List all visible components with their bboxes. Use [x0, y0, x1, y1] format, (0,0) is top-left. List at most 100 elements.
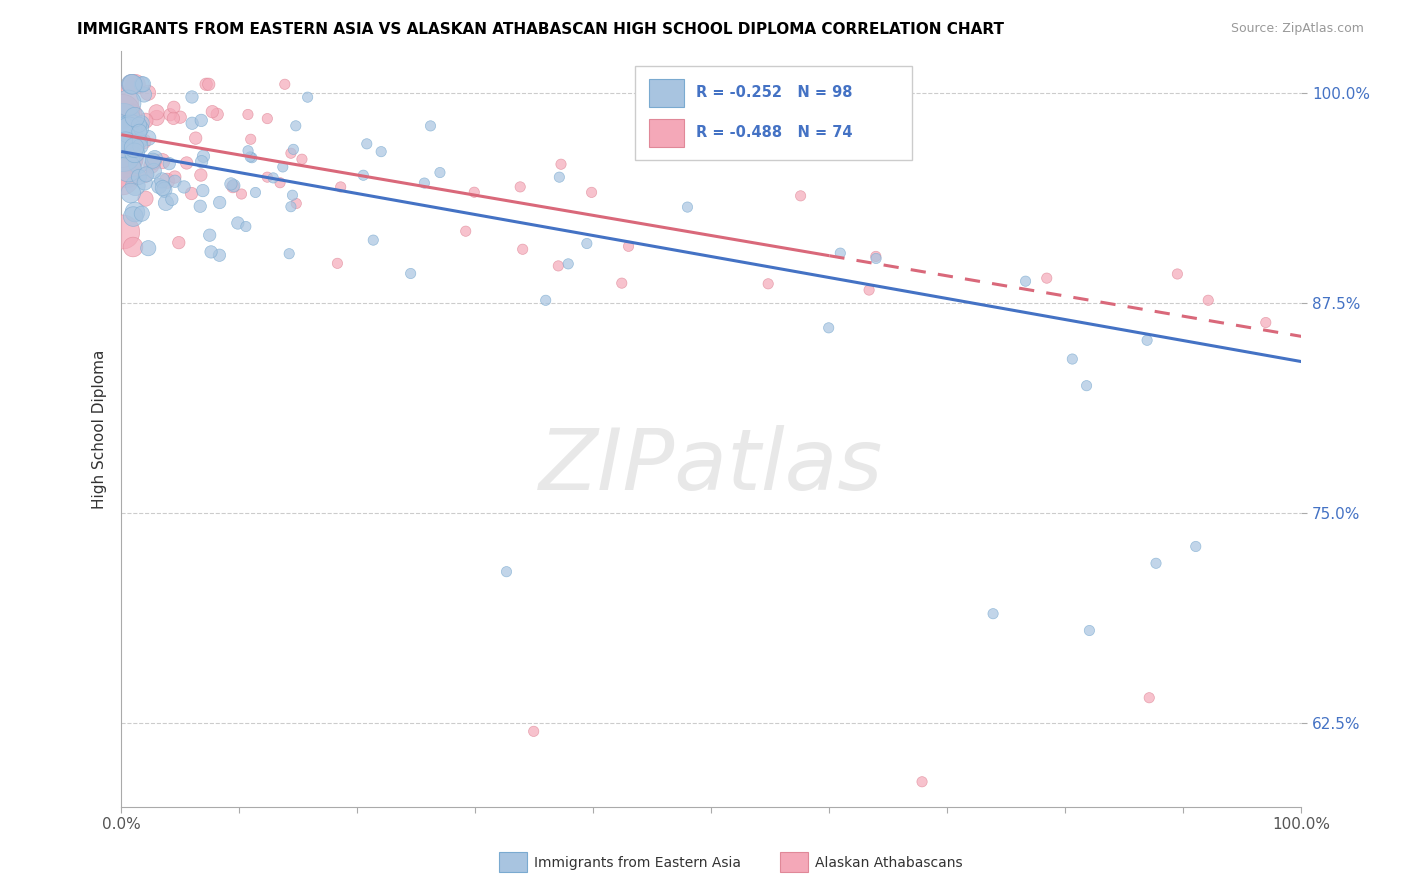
- Point: [122, 210, 145, 224]
- Point: [198, 228, 221, 243]
- Point: [120, 120, 142, 135]
- Point: [356, 136, 378, 151]
- Point: [1014, 274, 1036, 288]
- Point: [121, 77, 143, 91]
- Point: [131, 207, 153, 221]
- Point: [114, 137, 136, 152]
- Y-axis label: High School Diploma: High School Diploma: [93, 349, 107, 508]
- Point: [122, 240, 145, 254]
- Point: [163, 169, 186, 184]
- Point: [245, 186, 267, 200]
- Point: [271, 160, 294, 174]
- Point: [121, 77, 143, 91]
- Point: [236, 107, 259, 121]
- Point: [205, 107, 228, 121]
- Point: [236, 144, 259, 158]
- Point: [239, 132, 262, 146]
- Point: [122, 141, 145, 155]
- Point: [150, 173, 173, 187]
- Point: [1076, 378, 1098, 392]
- Text: IMMIGRANTS FROM EASTERN ASIA VS ALASKAN ATHABASCAN HIGH SCHOOL DIPLOMA CORRELATI: IMMIGRANTS FROM EASTERN ASIA VS ALASKAN …: [77, 22, 1004, 37]
- Point: [283, 142, 305, 156]
- Bar: [648, 119, 685, 147]
- Text: R = -0.488   N = 74: R = -0.488 N = 74: [696, 125, 852, 140]
- Point: [262, 170, 284, 185]
- Point: [235, 219, 257, 234]
- Point: [256, 112, 278, 126]
- Text: ZIPatlas: ZIPatlas: [540, 425, 883, 508]
- Point: [128, 169, 150, 184]
- Point: [1144, 556, 1167, 570]
- Point: [190, 113, 212, 128]
- Point: [190, 168, 212, 182]
- Point: [865, 252, 887, 266]
- Point: [1254, 316, 1277, 330]
- Point: [169, 110, 191, 124]
- Point: [534, 293, 557, 308]
- Point: [352, 168, 374, 182]
- Point: [193, 149, 215, 163]
- Point: [429, 165, 451, 179]
- Point: [280, 146, 302, 161]
- Point: [152, 181, 174, 195]
- Point: [128, 118, 150, 132]
- Point: [280, 200, 302, 214]
- Point: [575, 236, 598, 251]
- Point: [124, 178, 146, 193]
- Point: [129, 121, 152, 136]
- Point: [117, 161, 139, 176]
- Point: [143, 151, 166, 165]
- Point: [127, 157, 149, 171]
- Point: [145, 105, 167, 120]
- Point: [281, 188, 304, 202]
- Point: [111, 170, 134, 185]
- Point: [201, 104, 224, 119]
- Point: [110, 144, 132, 158]
- Point: [120, 151, 142, 165]
- Text: Source: ZipAtlas.com: Source: ZipAtlas.com: [1230, 22, 1364, 36]
- Point: [284, 119, 307, 133]
- Point: [222, 179, 245, 194]
- Point: [173, 180, 195, 194]
- Point: [120, 77, 142, 91]
- Point: [145, 111, 167, 125]
- Point: [136, 86, 159, 100]
- Point: [124, 145, 146, 160]
- Point: [136, 241, 159, 255]
- Point: [118, 153, 141, 168]
- Point: [454, 224, 477, 238]
- Point: [208, 248, 231, 262]
- Point: [817, 321, 839, 335]
- Point: [124, 110, 146, 124]
- Point: [200, 244, 222, 259]
- Point: [181, 116, 204, 130]
- Point: [226, 216, 249, 230]
- Text: R = -0.252   N = 98: R = -0.252 N = 98: [696, 86, 852, 100]
- Point: [163, 174, 186, 188]
- Point: [550, 157, 572, 171]
- Point: [256, 170, 278, 185]
- Text: Immigrants from Eastern Asia: Immigrants from Eastern Asia: [534, 855, 741, 870]
- Point: [208, 195, 231, 210]
- Point: [112, 125, 135, 139]
- Point: [865, 249, 887, 263]
- Point: [110, 95, 132, 110]
- Point: [159, 108, 181, 122]
- Point: [789, 189, 811, 203]
- Point: [136, 131, 159, 145]
- Point: [142, 153, 165, 168]
- Point: [581, 186, 603, 200]
- Point: [1184, 540, 1206, 554]
- Point: [231, 187, 253, 202]
- Point: [124, 205, 146, 219]
- Point: [131, 77, 153, 91]
- Point: [399, 267, 422, 281]
- Point: [1035, 271, 1057, 285]
- Point: [180, 186, 202, 201]
- Point: [190, 154, 212, 169]
- Point: [111, 225, 134, 239]
- Point: [121, 107, 143, 121]
- Point: [117, 139, 139, 153]
- Point: [117, 145, 139, 160]
- Point: [413, 176, 436, 190]
